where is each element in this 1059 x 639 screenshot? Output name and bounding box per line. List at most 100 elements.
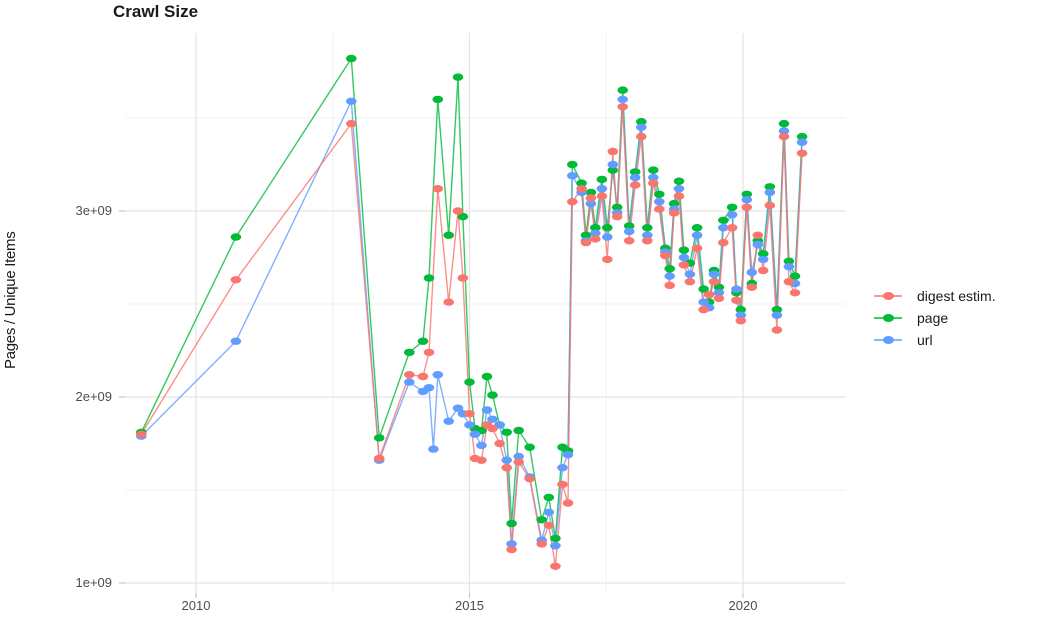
legend-item: url (874, 331, 996, 348)
data-point-digest-estim- (136, 430, 147, 438)
data-point-url (691, 231, 703, 239)
data-point-digest-estim- (543, 521, 555, 529)
data-point-url (585, 199, 597, 208)
data-point-url (735, 311, 747, 319)
data-point-digest-estim- (703, 291, 715, 299)
data-point-page (691, 224, 703, 232)
data-point-url (481, 406, 493, 414)
series-line-digest-estim- (140, 106, 803, 567)
data-point-url (567, 172, 578, 180)
data-point-page (636, 118, 647, 126)
data-point-digest-estim- (373, 454, 385, 463)
data-point-page (417, 337, 429, 345)
legend-label: page (917, 309, 949, 326)
legend-key-icon (874, 312, 902, 324)
data-point-digest-estim- (771, 326, 783, 334)
data-point-page (580, 231, 592, 239)
data-point-digest-estim- (735, 317, 747, 325)
data-point-page (789, 272, 801, 280)
data-point-digest-estim- (230, 276, 242, 284)
data-point-url (404, 378, 415, 386)
data-point-url (562, 451, 574, 459)
legend: digest estim. page url (874, 287, 996, 348)
data-point-digest-estim- (576, 185, 587, 193)
data-point-digest-estim- (746, 283, 758, 291)
data-point-url (778, 127, 790, 135)
data-point-page (230, 233, 242, 241)
data-point-url (654, 198, 665, 206)
data-point-url (752, 240, 764, 249)
data-point-digest-estim- (567, 198, 578, 206)
data-point-url (664, 272, 675, 280)
data-point-page (778, 119, 790, 128)
data-point-digest-estim- (708, 278, 720, 286)
data-point-digest-estim- (536, 540, 547, 548)
y-tick-label: 3e+09 (75, 203, 112, 218)
data-point-url (648, 173, 659, 182)
data-point-url (757, 255, 769, 264)
data-point-page (506, 519, 517, 528)
data-point-url (678, 253, 690, 262)
data-point-url (557, 464, 568, 472)
legend-item: page (874, 309, 996, 326)
data-point-digest-estim- (752, 231, 764, 239)
data-point-page (617, 86, 628, 94)
data-point-page (432, 95, 444, 104)
data-point-page (771, 305, 783, 314)
data-point-url (346, 97, 357, 106)
data-point-digest-estim- (417, 372, 429, 381)
data-point-url (796, 138, 808, 146)
legend-label: digest estim. (917, 287, 996, 304)
data-point-digest-estim- (713, 294, 725, 303)
data-point-digest-estim- (617, 103, 628, 111)
y-tick-label: 2e+09 (75, 389, 112, 404)
legend-item: digest estim. (874, 287, 996, 304)
data-point-digest-estim- (636, 132, 647, 141)
data-point-page (654, 190, 665, 198)
data-point-url (513, 452, 524, 461)
data-point-digest-estim- (691, 244, 703, 252)
data-point-digest-estim- (698, 305, 709, 314)
data-point-page (741, 190, 753, 198)
data-point-digest-estim- (346, 119, 357, 128)
data-point-page (764, 183, 776, 191)
chart-title: Crawl Size (113, 2, 199, 21)
data-point-digest-estim- (664, 281, 675, 290)
data-point-url (487, 415, 498, 423)
data-point-url (731, 285, 742, 293)
data-point-digest-estim- (642, 237, 653, 245)
data-point-page (457, 212, 469, 221)
data-point-url (771, 311, 783, 319)
data-point-page (757, 250, 769, 258)
data-point-digest-estim- (796, 149, 808, 157)
data-point-page (404, 348, 415, 357)
data-point-page (567, 160, 578, 169)
data-point-digest-estim- (673, 192, 685, 200)
data-point-digest-estim- (457, 274, 469, 282)
data-point-page (678, 246, 690, 254)
data-point-digest-estim- (731, 296, 742, 304)
data-point-page (607, 166, 619, 174)
data-point-page (726, 203, 738, 211)
data-point-digest-estim- (660, 251, 671, 260)
data-point-digest-estim- (501, 464, 512, 472)
data-point-page (664, 265, 675, 273)
data-point-page (513, 426, 524, 435)
data-point-digest-estim- (668, 209, 680, 217)
data-point-digest-estim- (580, 238, 592, 247)
data-point-page (783, 257, 795, 265)
data-point-digest-estim- (506, 545, 517, 554)
data-point-url (629, 173, 641, 182)
data-point-digest-estim- (789, 289, 801, 297)
data-point-page (698, 285, 709, 293)
data-point-url (746, 268, 758, 277)
data-point-digest-estim- (557, 480, 568, 489)
data-point-digest-estim- (494, 439, 505, 448)
x-tick-label: 2015 (455, 598, 484, 613)
data-point-digest-estim- (464, 410, 475, 418)
data-point-page (673, 177, 685, 185)
data-point-digest-estim- (487, 424, 498, 433)
legend-key-icon (874, 334, 902, 346)
data-point-page (550, 534, 561, 543)
data-point-page (642, 224, 653, 232)
